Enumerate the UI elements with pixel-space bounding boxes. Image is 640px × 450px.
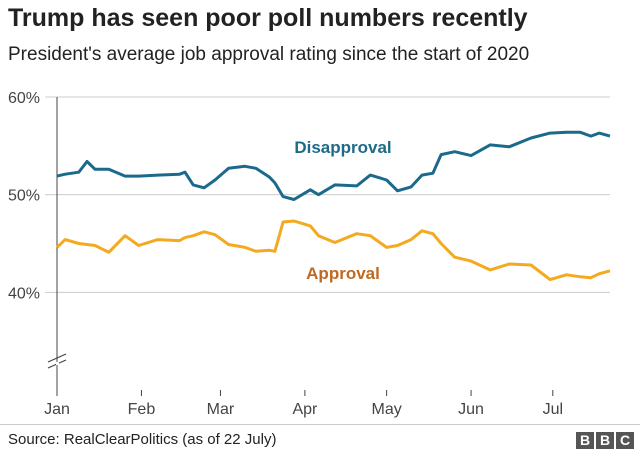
x-tick-label: Apr — [292, 401, 318, 418]
series-label-disapproval: Disapproval — [294, 138, 391, 157]
axis-break-gap — [56, 362, 59, 365]
series-line-approval — [55, 219, 611, 282]
x-tick-label: Mar — [207, 401, 235, 418]
line-chart: 60% 50% 40% Jan Feb Mar Apr May Jun Jul Disapprova… — [8, 90, 611, 418]
y-tick-label: 50% — [8, 188, 40, 205]
x-tick-label: Feb — [128, 401, 156, 418]
y-tick-label: 40% — [8, 285, 40, 302]
chart-subtitle: President's average job approval rating … — [8, 44, 530, 65]
source-note: Source: RealClearPolitics (as of 22 July… — [8, 431, 277, 448]
series-label-approval: Approval — [306, 264, 380, 283]
x-tick-label: Jul — [543, 401, 563, 418]
x-tick-label: Jan — [44, 401, 70, 418]
footer-divider — [0, 424, 640, 425]
axis-break-mark — [47, 353, 67, 363]
x-tick-label: May — [372, 401, 402, 418]
chart-title: Trump has seen poor poll numbers recentl… — [8, 4, 528, 32]
series-line-disapproval — [56, 130, 611, 201]
y-tick-label: 60% — [8, 90, 40, 107]
x-tick-label: Jun — [458, 401, 484, 418]
